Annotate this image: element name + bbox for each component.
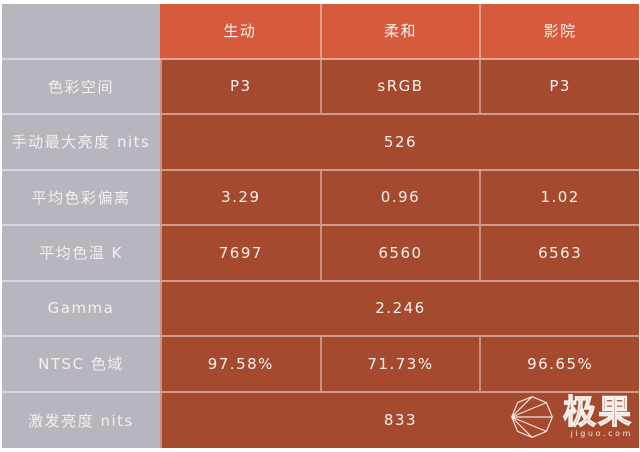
value-gamma: 2.246 [160,281,639,337]
value-color-space-cinema: P3 [479,59,639,115]
value-avg-color-deviation-soft: 0.96 [319,170,480,226]
value-avg-color-temperature-soft: 6560 [319,226,480,282]
row-label-avg-color-temperature: 平均色温 K [2,226,160,282]
value-color-space-soft: sRGB [319,59,480,115]
row-label-peak-brightness: 激发亮度 nits [2,392,160,448]
value-ntsc-gamut-cinema: 96.65% [479,337,639,393]
row-label-avg-color-deviation: 平均色彩偏离 [2,170,160,226]
column-header-vivid: 生动 [160,4,320,60]
column-header-soft: 柔和 [319,4,480,60]
row-label-gamma: Gamma [2,281,160,337]
column-header-cinema: 影院 [479,4,639,60]
display-comparison-table: 生动 柔和 影院 色彩空间 P3 sRGB P3 手动最大亮度 nits 526… [2,4,639,448]
value-peak-brightness: 833 [160,392,639,448]
value-manual-max-brightness: 526 [160,115,639,171]
value-ntsc-gamut-vivid: 97.58% [160,337,320,393]
row-label-color-space: 色彩空间 [2,59,160,115]
value-avg-color-deviation-cinema: 1.02 [479,170,639,226]
value-color-space-vivid: P3 [160,59,320,115]
corner-cell [2,4,160,60]
row-label-manual-max-brightness: 手动最大亮度 nits [2,115,160,171]
row-label-ntsc-gamut: NTSC 色域 [2,337,160,393]
value-avg-color-temperature-cinema: 6563 [479,226,639,282]
value-avg-color-deviation-vivid: 3.29 [160,170,320,226]
value-avg-color-temperature-vivid: 7697 [160,226,320,282]
value-ntsc-gamut-soft: 71.73% [319,337,480,393]
